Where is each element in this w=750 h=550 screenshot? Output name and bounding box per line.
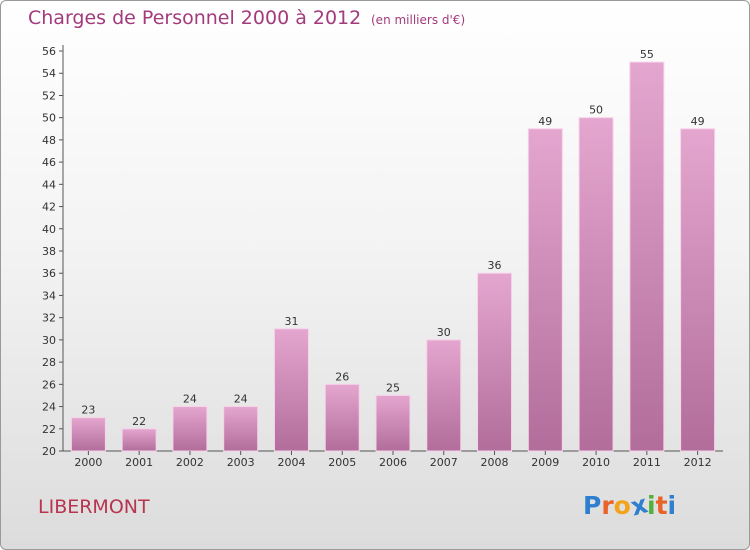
bar bbox=[426, 339, 462, 452]
logo-letter: o bbox=[613, 491, 631, 520]
bar-value-label: 55 bbox=[640, 48, 654, 61]
bar-value-label: 49 bbox=[538, 115, 552, 128]
y-tick-label: 48 bbox=[42, 134, 56, 147]
x-tick-label: 2002 bbox=[176, 456, 204, 469]
y-tick-label: 34 bbox=[42, 289, 56, 302]
chart-subtitle: (en milliers d'€) bbox=[371, 13, 466, 27]
bar-value-label: 22 bbox=[132, 415, 146, 428]
y-tick-label: 26 bbox=[42, 378, 56, 391]
x-tick-label: 2004 bbox=[277, 456, 305, 469]
x-tick-label: 2012 bbox=[684, 456, 712, 469]
bar bbox=[223, 406, 259, 452]
bar-value-label: 26 bbox=[335, 370, 349, 383]
logo-letter: r bbox=[601, 491, 614, 520]
logo-letter: i bbox=[667, 491, 677, 520]
bar bbox=[629, 61, 665, 452]
x-tick-label: 2007 bbox=[430, 456, 458, 469]
bar-value-label: 24 bbox=[234, 393, 248, 406]
commune-name: LIBERMONT bbox=[38, 496, 150, 518]
y-tick-label: 24 bbox=[42, 401, 56, 414]
bar-value-label: 31 bbox=[284, 315, 298, 328]
x-tick-label: 2000 bbox=[74, 456, 102, 469]
bar bbox=[70, 417, 106, 452]
x-tick-label: 2006 bbox=[379, 456, 407, 469]
bar bbox=[324, 383, 360, 452]
bar bbox=[172, 406, 208, 452]
bar-value-label: 24 bbox=[183, 393, 197, 406]
logo-letter: P bbox=[583, 491, 602, 520]
y-tick-label: 44 bbox=[42, 178, 56, 191]
x-tick-label: 2008 bbox=[481, 456, 509, 469]
bar-value-label: 23 bbox=[81, 404, 95, 417]
y-tick-label: 38 bbox=[42, 245, 56, 258]
proxiti-logo: Proxiti bbox=[583, 489, 677, 521]
y-tick-label: 50 bbox=[42, 112, 56, 125]
y-tick-label: 52 bbox=[42, 89, 56, 102]
logo-letter: i bbox=[647, 491, 656, 520]
y-tick-label: 42 bbox=[42, 201, 56, 214]
x-tick-label: 2001 bbox=[125, 456, 153, 469]
y-tick-label: 56 bbox=[42, 45, 56, 58]
y-tick-label: 36 bbox=[42, 267, 56, 280]
x-tick-label: 2003 bbox=[227, 456, 255, 469]
bar bbox=[527, 128, 563, 452]
y-tick-label: 40 bbox=[42, 223, 56, 236]
bar-value-label: 30 bbox=[437, 326, 451, 339]
x-tick-label: 2005 bbox=[328, 456, 356, 469]
bar-value-label: 49 bbox=[691, 115, 705, 128]
bar bbox=[578, 117, 614, 452]
logo-letter: t bbox=[655, 491, 668, 520]
x-tick-label: 2010 bbox=[582, 456, 610, 469]
y-tick-label: 22 bbox=[42, 423, 56, 436]
bar bbox=[121, 428, 157, 452]
bar bbox=[273, 328, 309, 452]
x-tick-label: 2011 bbox=[633, 456, 661, 469]
y-tick-label: 30 bbox=[42, 334, 56, 347]
bar bbox=[477, 272, 513, 452]
y-tick-label: 46 bbox=[42, 156, 56, 169]
x-tick-label: 2009 bbox=[531, 456, 559, 469]
bar bbox=[375, 394, 411, 452]
y-tick-label: 20 bbox=[42, 445, 56, 458]
y-tick-label: 32 bbox=[42, 312, 56, 325]
bar-value-label: 36 bbox=[488, 259, 502, 272]
y-tick-label: 28 bbox=[42, 356, 56, 369]
chart-title: Charges de Personnel 2000 à 2012 bbox=[28, 7, 362, 29]
bar-value-label: 50 bbox=[589, 104, 603, 117]
y-tick-label: 54 bbox=[42, 67, 56, 80]
bar bbox=[680, 128, 716, 452]
bar-value-label: 25 bbox=[386, 381, 400, 394]
